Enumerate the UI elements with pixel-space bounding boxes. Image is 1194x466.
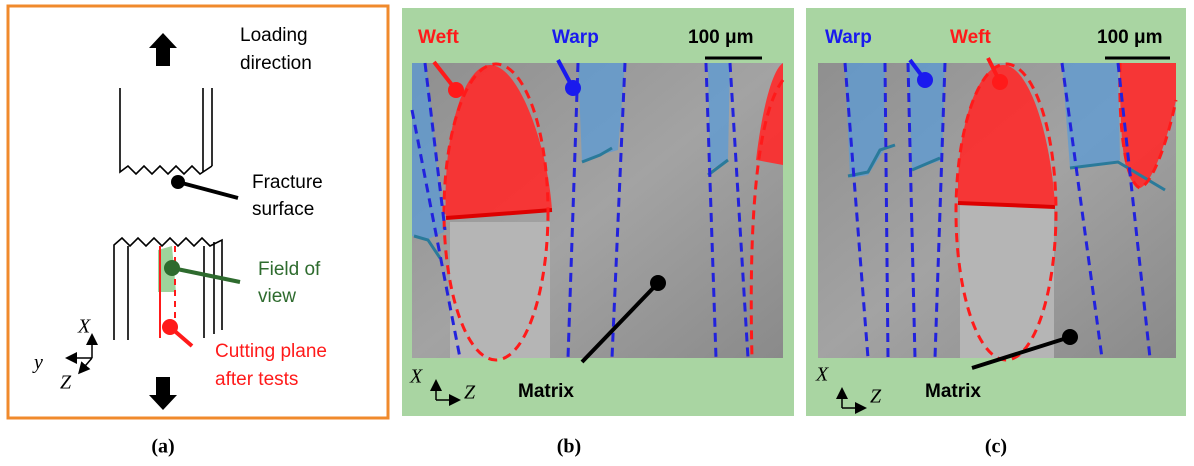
annotation: Cutting plane [215,341,327,362]
figure: Loading direction Fracture surface Field… [0,0,1194,466]
fibre-bundle [450,222,550,358]
warp-region [1062,63,1120,168]
axis-label: X [815,364,829,386]
annotation: view [258,286,296,307]
scale-bar-label: 100 μm [688,27,754,48]
panel-c: Warp Weft 100 μm Matrix X Z (c) [806,8,1186,458]
leader-dot [992,74,1008,90]
panel-b: Weft Warp 100 μm Matrix X Z (b) [402,8,794,458]
leader-dot [917,72,933,88]
annotation: Fracture [252,172,323,193]
scale-bar-label: 100 μm [1097,27,1163,48]
axis-label: X [409,366,423,388]
label-weft: Weft [418,27,459,48]
fibre-bundle [960,205,1054,358]
axis-label: Z [870,386,882,408]
annotation: after tests [215,369,298,390]
label-warp: Warp [552,27,599,48]
axis-label: X [77,316,91,338]
axis-label: y [32,352,43,374]
annotation: Loading [240,25,308,46]
label-warp: Warp [825,27,872,48]
label-matrix: Matrix [518,381,574,402]
annotation: Field of [258,259,321,280]
warp-region [578,63,625,162]
axis-label: Z [464,382,476,404]
leader-dot [448,82,464,98]
leader-dot [565,80,581,96]
warp-region [708,63,730,170]
label-matrix: Matrix [925,381,981,402]
caption: (c) [985,436,1007,458]
label-weft: Weft [950,27,991,48]
annotation: direction [240,53,312,74]
caption: (b) [557,436,581,458]
annotation: surface [252,199,314,220]
panel-a: Loading direction Fracture surface Field… [8,6,388,458]
axis-label: Z [60,372,72,394]
panel-frame [8,6,388,418]
caption: (a) [151,436,174,458]
